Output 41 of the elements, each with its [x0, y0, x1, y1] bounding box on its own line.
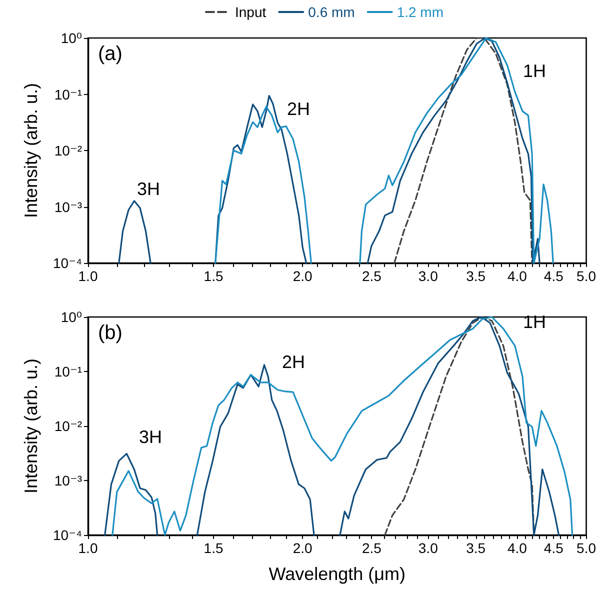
x-tick-label: 3.5 — [466, 268, 486, 284]
x-tick-label: 4.0 — [507, 540, 528, 556]
x-tick-label: 4.5 — [544, 268, 564, 284]
annotation: (b) — [98, 322, 122, 344]
x-tick-label: 3.0 — [418, 268, 438, 284]
y-tick-label: 10⁻⁴ — [53, 255, 82, 271]
x-tick-label: 1.0 — [78, 540, 98, 556]
y-tick-label: 10⁻¹ — [54, 364, 82, 380]
x-tick-label: 2.5 — [362, 540, 382, 556]
x-axis-title: Wavelength (μm) — [268, 564, 406, 584]
x-tick-label: 2.0 — [292, 268, 313, 284]
y-axis-title: Intensity (arb. u.) — [21, 82, 41, 218]
y-tick-label: 10⁻³ — [54, 472, 82, 488]
annotation: 2H — [282, 352, 306, 372]
x-tick-label: 3.5 — [466, 540, 486, 556]
x-tick-label: 1.0 — [78, 268, 98, 284]
x-tick-label: 1.5 — [204, 268, 224, 284]
x-tick-label: 3.0 — [418, 540, 438, 556]
y-tick-label: 10⁰ — [60, 309, 82, 325]
y-tick-label: 10⁰ — [60, 30, 82, 46]
annotation: (a) — [98, 43, 122, 65]
y-tick-label: 10⁻¹ — [54, 86, 82, 102]
legend-label: Input — [235, 4, 266, 20]
y-tick-label: 10⁻³ — [54, 198, 82, 215]
y-tick-label: 10⁻⁴ — [53, 527, 82, 543]
x-tick-label: 5.0 — [576, 268, 596, 284]
annotation: 1H — [523, 61, 546, 81]
x-tick-label: 2.5 — [362, 268, 382, 284]
annotation: 3H — [139, 427, 162, 447]
legend-label: 1.2 mm — [396, 4, 444, 20]
x-tick-label: 2.0 — [292, 540, 313, 556]
y-tick-label: 10⁻² — [54, 418, 82, 434]
legend-label: 0.6 mm — [308, 4, 355, 20]
annotation: 3H — [137, 179, 160, 199]
y-axis-title: Intensity (arb. u.) — [21, 358, 41, 494]
x-tick-label: 1.5 — [204, 540, 224, 556]
y-tick-label: 10⁻² — [54, 142, 82, 158]
x-tick-label: 4.5 — [544, 540, 564, 556]
annotation: 2H — [287, 99, 310, 119]
x-tick-label: 4.0 — [507, 268, 528, 284]
x-tick-label: 5.0 — [576, 540, 596, 556]
